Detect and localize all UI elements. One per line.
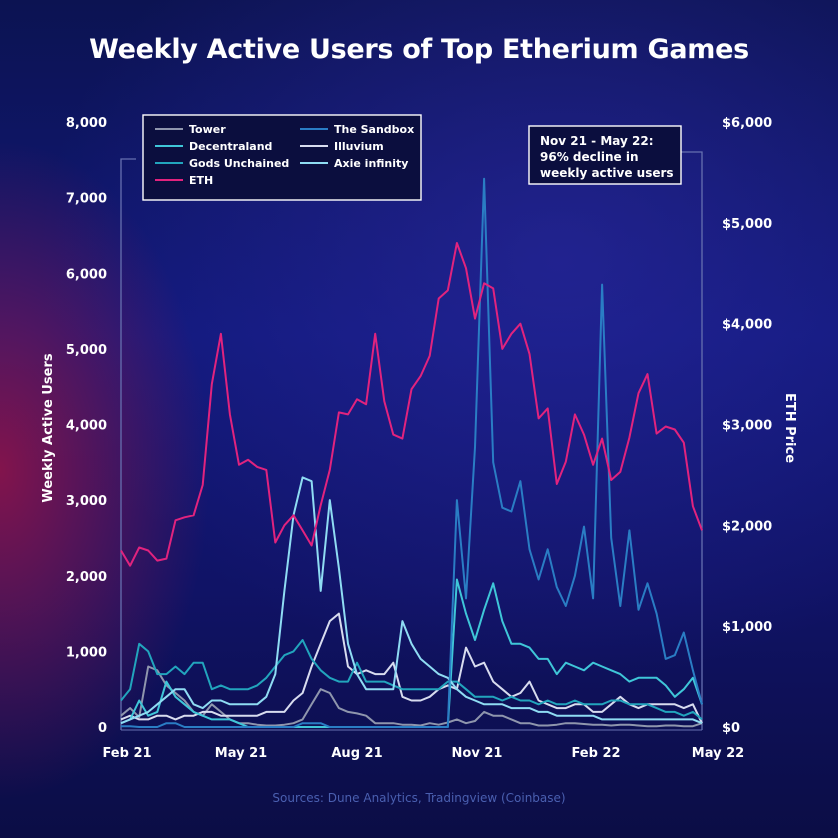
y-tick-label: 1,000 xyxy=(66,645,107,660)
source-note: Sources: Dune Analytics, Tradingview (Co… xyxy=(272,791,566,805)
y-tick-label: 3,000 xyxy=(66,494,107,509)
series-line-gods-unchained xyxy=(120,639,703,721)
legend-label-tower: Tower xyxy=(189,123,226,136)
y2-tick-label: $4,000 xyxy=(722,318,772,333)
series-line-axie-infinity xyxy=(120,476,703,725)
left-axis-label: Weekly Active Users xyxy=(41,353,56,502)
series-line-tower xyxy=(120,665,703,728)
x-tick-label: May 22 xyxy=(692,746,744,761)
legend: Tower The Sandbox Decentraland Illuvium Gods… xyxy=(142,114,422,201)
y2-tick-label: $5,000 xyxy=(722,217,772,232)
legend-label-axie-infinity: Axie infinity xyxy=(334,157,408,170)
y2-tick-label: $1,000 xyxy=(722,620,772,635)
series-line-the-sandbox xyxy=(121,177,703,728)
x-tick-label: Feb 21 xyxy=(102,746,151,761)
x-tick-label: Aug 21 xyxy=(331,746,382,761)
annotation-line-2: 96% decline in xyxy=(540,150,638,164)
legend-box xyxy=(142,114,422,201)
y-tick-label: 2,000 xyxy=(66,570,107,585)
left-axis-ticks: 0 1,000 2,000 3,000 4,000 5,000 6,000 7,000 8,00… xyxy=(66,116,107,736)
right-frame-bracket xyxy=(680,151,703,730)
x-tick-label: Feb 22 xyxy=(571,746,620,761)
annotation-line-3: weekly active users xyxy=(540,166,674,180)
series-line-illuvium xyxy=(120,612,703,724)
annotation-line-1: Nov 21 - May 22: xyxy=(540,134,654,148)
chart-title: Weekly Active Users of Top Etherium Game… xyxy=(89,34,749,65)
legend-label-decentraland: Decentraland xyxy=(189,140,272,153)
y-tick-label: 7,000 xyxy=(66,192,107,207)
y-tick-label: 4,000 xyxy=(66,419,107,434)
y-tick-label: 5,000 xyxy=(66,343,107,358)
annotation: Nov 21 - May 22: 96% decline in weekly a… xyxy=(528,125,682,185)
y2-tick-label: $2,000 xyxy=(722,519,772,534)
x-tick-label: Nov 21 xyxy=(452,746,503,761)
legend-label-the-sandbox: The Sandbox xyxy=(334,123,414,136)
y-tick-label: 8,000 xyxy=(66,116,107,131)
y2-tick-label: $0 xyxy=(722,721,740,736)
legend-label-gods-unchained: Gods Unchained xyxy=(189,157,289,170)
y2-tick-label: $6,000 xyxy=(722,116,772,131)
series-line-eth xyxy=(120,242,703,567)
annotation-box xyxy=(528,125,682,185)
legend-label-eth: ETH xyxy=(189,174,213,187)
right-axis-label: ETH Price xyxy=(782,393,797,463)
legend-label-illuvium: Illuvium xyxy=(334,140,384,153)
x-axis-ticks: Feb 21 May 21 Aug 21 Nov 21 Feb 22 May 22 xyxy=(102,746,744,761)
series-lines xyxy=(120,177,703,728)
left-frame-bracket xyxy=(120,158,136,730)
legend-items: Tower The Sandbox Decentraland Illuvium Gods… xyxy=(155,123,414,187)
y-tick-label: 0 xyxy=(98,721,107,736)
y-tick-label: 6,000 xyxy=(66,267,107,282)
y2-tick-label: $3,000 xyxy=(722,419,772,434)
right-axis-ticks: $0 $1,000 $2,000 $3,000 $4,000 $5,000 $6,000 xyxy=(722,116,772,736)
series-line-decentraland xyxy=(120,578,703,728)
x-tick-label: May 21 xyxy=(215,746,267,761)
